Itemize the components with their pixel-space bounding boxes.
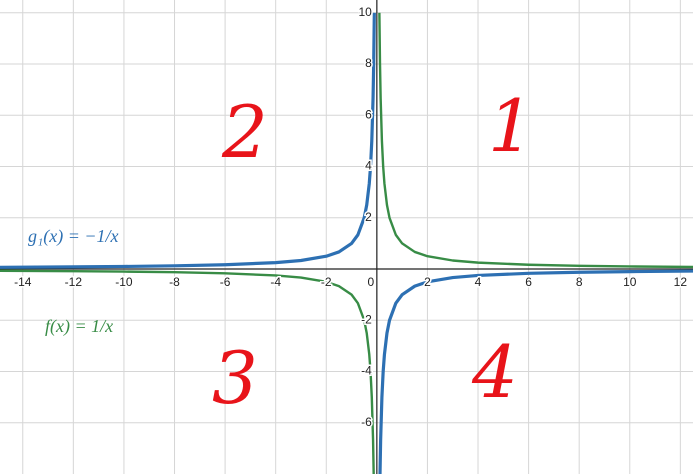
x-tick-label: 8: [576, 275, 583, 289]
legend-label: f(x) = 1/x: [45, 316, 113, 337]
y-tick-label: 6: [365, 107, 372, 121]
curve: [0, 12, 693, 474]
legend-label: g₁(x) = −1/x: [28, 226, 119, 247]
x-tick-label: 2: [424, 275, 431, 289]
y-tick-label: 8: [365, 56, 372, 70]
labels: -14 -12 -10 -8 -6 -4 -2 0 2 4 6 8 10 12-6-4-2246810g₁…: [13, 3, 689, 430]
curves: [0, 12, 693, 474]
y-tick-label: 10: [358, 5, 372, 19]
x-tick-label: -10: [115, 275, 133, 289]
y-tick-label: 2: [365, 210, 372, 224]
x-tick-label: -6: [220, 275, 231, 289]
x-tick-label: 4: [475, 275, 482, 289]
x-tick-label: -4: [270, 275, 281, 289]
y-tick-label: 4: [365, 159, 372, 173]
x-tick-label: -14: [14, 275, 32, 289]
handwritten-note: 2: [221, 90, 268, 174]
curve: [0, 12, 693, 474]
x-tick-label: -12: [65, 275, 83, 289]
y-tick-label: -4: [361, 364, 372, 378]
y-tick-label: -2: [361, 312, 372, 326]
x-tick-label: 10: [623, 275, 637, 289]
x-tick-label: -8: [169, 275, 180, 289]
x-tick-label: -2: [321, 275, 332, 289]
x-tick-label: 6: [525, 275, 532, 289]
handwritten-note: 4: [471, 330, 518, 414]
handwritten-note: 3: [212, 336, 258, 420]
x-tick-label: 0: [368, 275, 375, 289]
y-tick-label: -6: [361, 415, 372, 429]
handwritten-note: 1: [488, 84, 534, 168]
x-tick-label: 12: [674, 275, 688, 289]
